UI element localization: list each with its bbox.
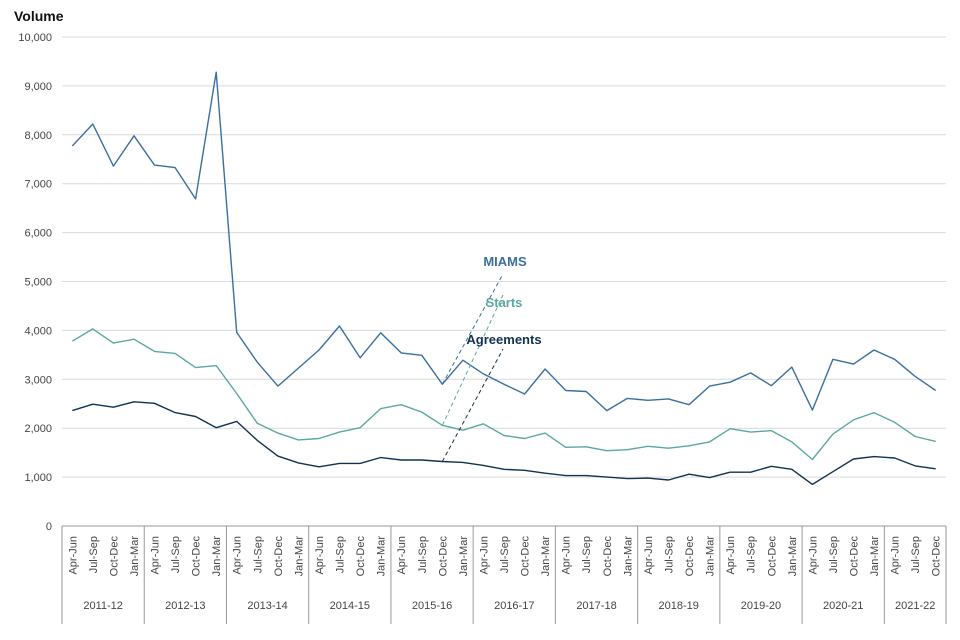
x-tick-label: Jan-Mar: [293, 536, 305, 577]
x-tick-label: Apr-Jun: [561, 536, 573, 575]
x-tick-label: Apr-Jun: [807, 536, 819, 575]
x-tick-label: Jan-Mar: [540, 536, 552, 577]
x-group-label: 2020-21: [823, 600, 863, 612]
x-tick-label: Apr-Jun: [643, 536, 655, 575]
y-tick-label: 9,000: [24, 81, 52, 93]
x-tick-label: Oct-Dec: [108, 536, 120, 577]
x-tick-label: Oct-Dec: [931, 536, 943, 577]
x-group-label: 2011-12: [83, 600, 123, 612]
x-group-label: 2015-16: [412, 600, 452, 612]
series-label-miams: MIAMS: [483, 254, 527, 269]
x-group-label: 2018-19: [659, 600, 699, 612]
leader-line-miams: [441, 273, 504, 385]
series-labels: MIAMS Starts Agreements: [441, 254, 542, 462]
x-tick-label: Apr-Jun: [150, 536, 162, 575]
y-tick-label: 5,000: [24, 277, 52, 289]
x-tick-label: Jan-Mar: [787, 536, 799, 577]
y-tick-label: 3,000: [24, 374, 52, 386]
x-group-label: 2012-13: [165, 600, 205, 612]
x-tick-label: Apr-Jun: [725, 536, 737, 575]
x-group-label: 2014-15: [330, 600, 370, 612]
series-label-starts: Starts: [486, 295, 523, 310]
x-tick-label: Jan-Mar: [705, 536, 717, 577]
leader-line-starts: [441, 294, 504, 426]
x-tick-label: Oct-Dec: [191, 536, 203, 577]
x-tick-label: Jul-Sep: [417, 536, 429, 573]
x-tick-label: Jan-Mar: [622, 536, 634, 577]
x-tick-label: Oct-Dec: [437, 536, 449, 577]
x-tick-label: Oct-Dec: [520, 536, 532, 577]
x-tick-label: Apr-Jun: [67, 536, 79, 575]
x-group-label: 2021-22: [895, 600, 935, 612]
x-tick-label: Apr-Jun: [890, 536, 902, 575]
gridlines: [62, 36, 946, 527]
series-line-starts: [71, 328, 936, 461]
x-tick-label: Jan-Mar: [458, 536, 470, 577]
x-tick-label: Jul-Sep: [499, 536, 511, 573]
x-tick-label: Apr-Jun: [232, 536, 244, 575]
series-line-agreements: [72, 401, 936, 486]
y-axis-ticks: 0 1,000 2,000 3,000 4,000 5,000 6,000 7,000 8,00…: [18, 32, 52, 533]
x-tick-label: Oct-Dec: [766, 536, 778, 577]
x-tick-label: Jan-Mar: [211, 536, 223, 577]
y-axis-title: Volume: [14, 8, 64, 24]
x-tick-label: Jul-Sep: [746, 536, 758, 573]
series-lines: [71, 71, 937, 486]
x-tick-label: Jul-Sep: [88, 536, 100, 573]
x-tick-label: Jul-Sep: [663, 536, 675, 573]
y-tick-label: 1,000: [24, 472, 52, 484]
x-group-label: 2019-20: [741, 600, 781, 612]
x-tick-label: Jul-Sep: [170, 536, 182, 573]
x-tick-label: Jul-Sep: [335, 536, 347, 573]
x-tick-label: Apr-Jun: [396, 536, 408, 575]
x-tick-label: Jul-Sep: [581, 536, 593, 573]
x-tick-label: Oct-Dec: [684, 536, 696, 577]
y-tick-label: 0: [46, 521, 52, 533]
x-tick-label: Jul-Sep: [910, 536, 922, 573]
x-group-label: 2013-14: [247, 600, 287, 612]
x-tick-label: Apr-Jun: [478, 536, 490, 575]
x-tick-label: Jan-Mar: [869, 536, 881, 577]
x-tick-label: Oct-Dec: [355, 536, 367, 577]
y-tick-label: 7,000: [24, 179, 52, 191]
leader-line-agreements: [441, 348, 504, 462]
y-tick-label: 8,000: [24, 130, 52, 142]
x-tick-label: Apr-Jun: [314, 536, 326, 575]
x-group-label: 2016-17: [494, 600, 534, 612]
x-tick-label: Jan-Mar: [376, 536, 388, 577]
y-tick-label: 4,000: [24, 325, 52, 337]
series-label-agreements: Agreements: [466, 332, 541, 347]
x-axis: Apr-Jun Jul-Sep Oct-Dec Jan-Mar Apr-Jun Jul-S…: [61, 525, 947, 624]
y-tick-label: 6,000: [24, 228, 52, 240]
x-tick-label: Oct-Dec: [273, 536, 285, 577]
y-tick-label: 2,000: [24, 423, 52, 435]
x-tick-label: Jul-Sep: [252, 536, 264, 573]
x-tick-label: Jul-Sep: [828, 536, 840, 573]
y-tick-label: 10,000: [18, 32, 52, 44]
x-tick-label: Oct-Dec: [602, 536, 614, 577]
x-group-label: 2017-18: [576, 600, 616, 612]
x-tick-label: Jan-Mar: [129, 536, 141, 577]
x-tick-label: Oct-Dec: [848, 536, 860, 577]
series-line-miams: [71, 71, 937, 412]
